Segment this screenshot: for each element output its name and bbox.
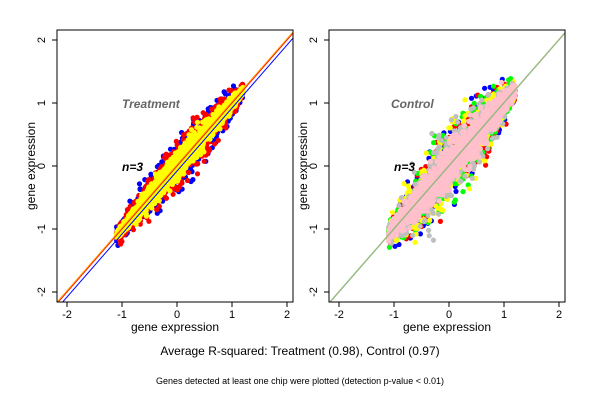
data-point (169, 181, 175, 188)
y-tick-label: 0 (36, 163, 48, 169)
y-tick-label: 2 (36, 37, 48, 43)
data-point (202, 123, 208, 129)
data-point (217, 96, 224, 102)
data-point (159, 159, 165, 165)
data-point (212, 141, 218, 147)
y-tick-label: -2 (36, 287, 48, 297)
data-point (165, 159, 171, 165)
data-point (175, 150, 181, 156)
data-point (392, 243, 398, 249)
plot-area (57, 31, 293, 302)
n-annotation: n=3 (122, 160, 143, 174)
data-point (190, 115, 196, 121)
data-point (149, 203, 155, 209)
data-point (194, 119, 201, 125)
data-point (199, 143, 205, 149)
data-point (145, 186, 151, 192)
data-point (127, 198, 133, 204)
reference-line (57, 31, 293, 302)
data-point (146, 176, 152, 183)
data-point (417, 231, 423, 237)
data-point (170, 154, 176, 160)
data-point (195, 161, 201, 167)
y-tick-label: 1 (36, 100, 48, 106)
data-point (118, 241, 124, 247)
data-point (179, 180, 185, 186)
plot-area (329, 31, 565, 302)
data-point (216, 104, 222, 110)
data-point (143, 193, 149, 199)
data-point (185, 169, 192, 176)
data-point (222, 91, 228, 97)
data-point (194, 171, 201, 177)
x-axis-label: gene expression (131, 320, 219, 334)
data-point (206, 116, 212, 122)
data-point (170, 191, 176, 197)
data-point (194, 124, 200, 130)
reference-line (62, 37, 293, 302)
y-tick-label: -1 (36, 224, 48, 234)
data-point (188, 127, 195, 133)
data-point (482, 85, 488, 91)
data-point (131, 199, 137, 206)
data-point (146, 218, 152, 224)
data-point (230, 83, 237, 89)
data-point (173, 138, 179, 144)
data-point (136, 181, 143, 187)
treatment-panel: -2 -1 0 1 2 -2 -1 0 1 2 gene expression gene expres… (24, 29, 294, 334)
data-point (157, 169, 163, 176)
x-tick-label: -2 (62, 309, 72, 321)
data-point (143, 207, 149, 214)
data-point (133, 221, 139, 227)
data-point (156, 198, 162, 204)
data-point (210, 111, 216, 118)
x-tick-label: -1 (117, 309, 127, 321)
data-point (201, 158, 207, 164)
y-axis-label: gene expression (24, 122, 38, 210)
data-point (181, 171, 187, 177)
data-point (164, 185, 170, 191)
data-point (232, 108, 238, 115)
data-point (154, 207, 160, 213)
data-point (217, 126, 223, 132)
data-point (162, 167, 168, 173)
x-tick-label: 0 (174, 309, 180, 321)
x-tick-label: 2 (284, 309, 290, 321)
data-point (171, 161, 177, 167)
data-point (184, 177, 191, 184)
data-point (453, 188, 459, 194)
data-point (215, 137, 221, 143)
reference-line (57, 32, 293, 302)
data-point (226, 87, 232, 93)
panel-title: Treatment (122, 97, 181, 111)
data-point (207, 136, 213, 142)
x-tick-label: 1 (229, 309, 235, 321)
data-point (206, 146, 212, 152)
data-point (396, 241, 402, 248)
data-point (137, 186, 143, 192)
data-point (118, 237, 124, 243)
data-point (468, 95, 475, 101)
